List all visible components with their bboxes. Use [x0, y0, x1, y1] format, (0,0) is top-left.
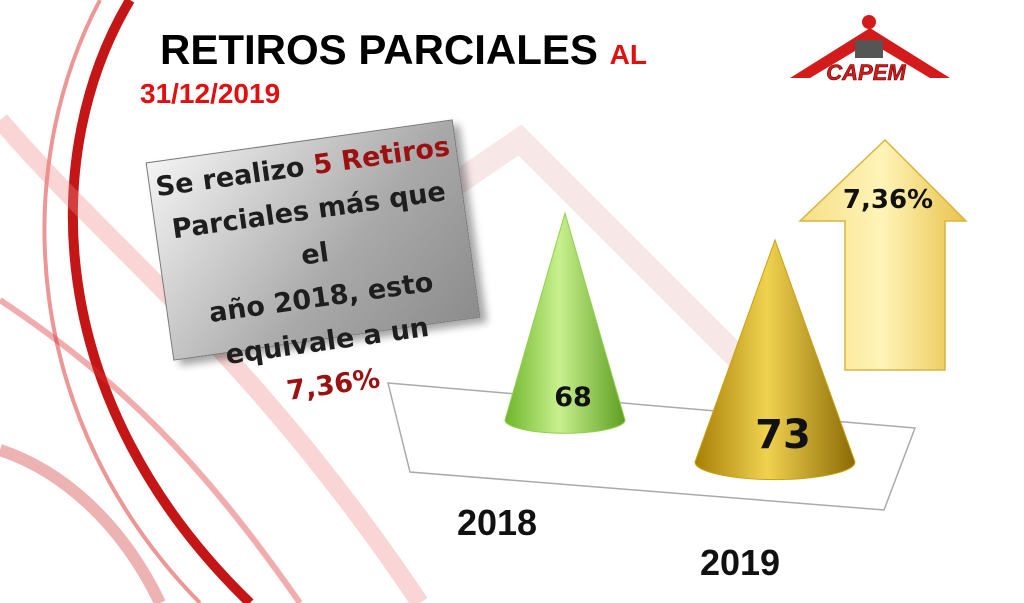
- logo: CAPEM: [790, 15, 950, 85]
- title-suffix: AL: [609, 39, 647, 70]
- callout-box: Se realizo 5 Retiros Parciales más que el…: [145, 119, 481, 407]
- title: RETIROS PARCIALES AL: [160, 26, 647, 74]
- logo-text: CAPEM: [826, 60, 906, 85]
- title-text: RETIROS PARCIALES: [160, 26, 598, 73]
- data-label: 73: [755, 412, 811, 458]
- callout-text: Se realizo: [153, 151, 307, 204]
- cone: [504, 211, 626, 434]
- x-tick-label: 2019: [700, 542, 780, 583]
- arrow-label: 7,36%: [843, 185, 933, 215]
- arrow: 7,36%: [798, 138, 968, 371]
- x-tick-label: 2018: [457, 502, 537, 543]
- data-label: 68: [554, 382, 592, 413]
- date: 31/12/2019: [140, 78, 281, 109]
- callout-text: 5 Retiros: [311, 131, 452, 182]
- callout-text: 7,36%: [284, 363, 382, 407]
- cone: [694, 238, 856, 481]
